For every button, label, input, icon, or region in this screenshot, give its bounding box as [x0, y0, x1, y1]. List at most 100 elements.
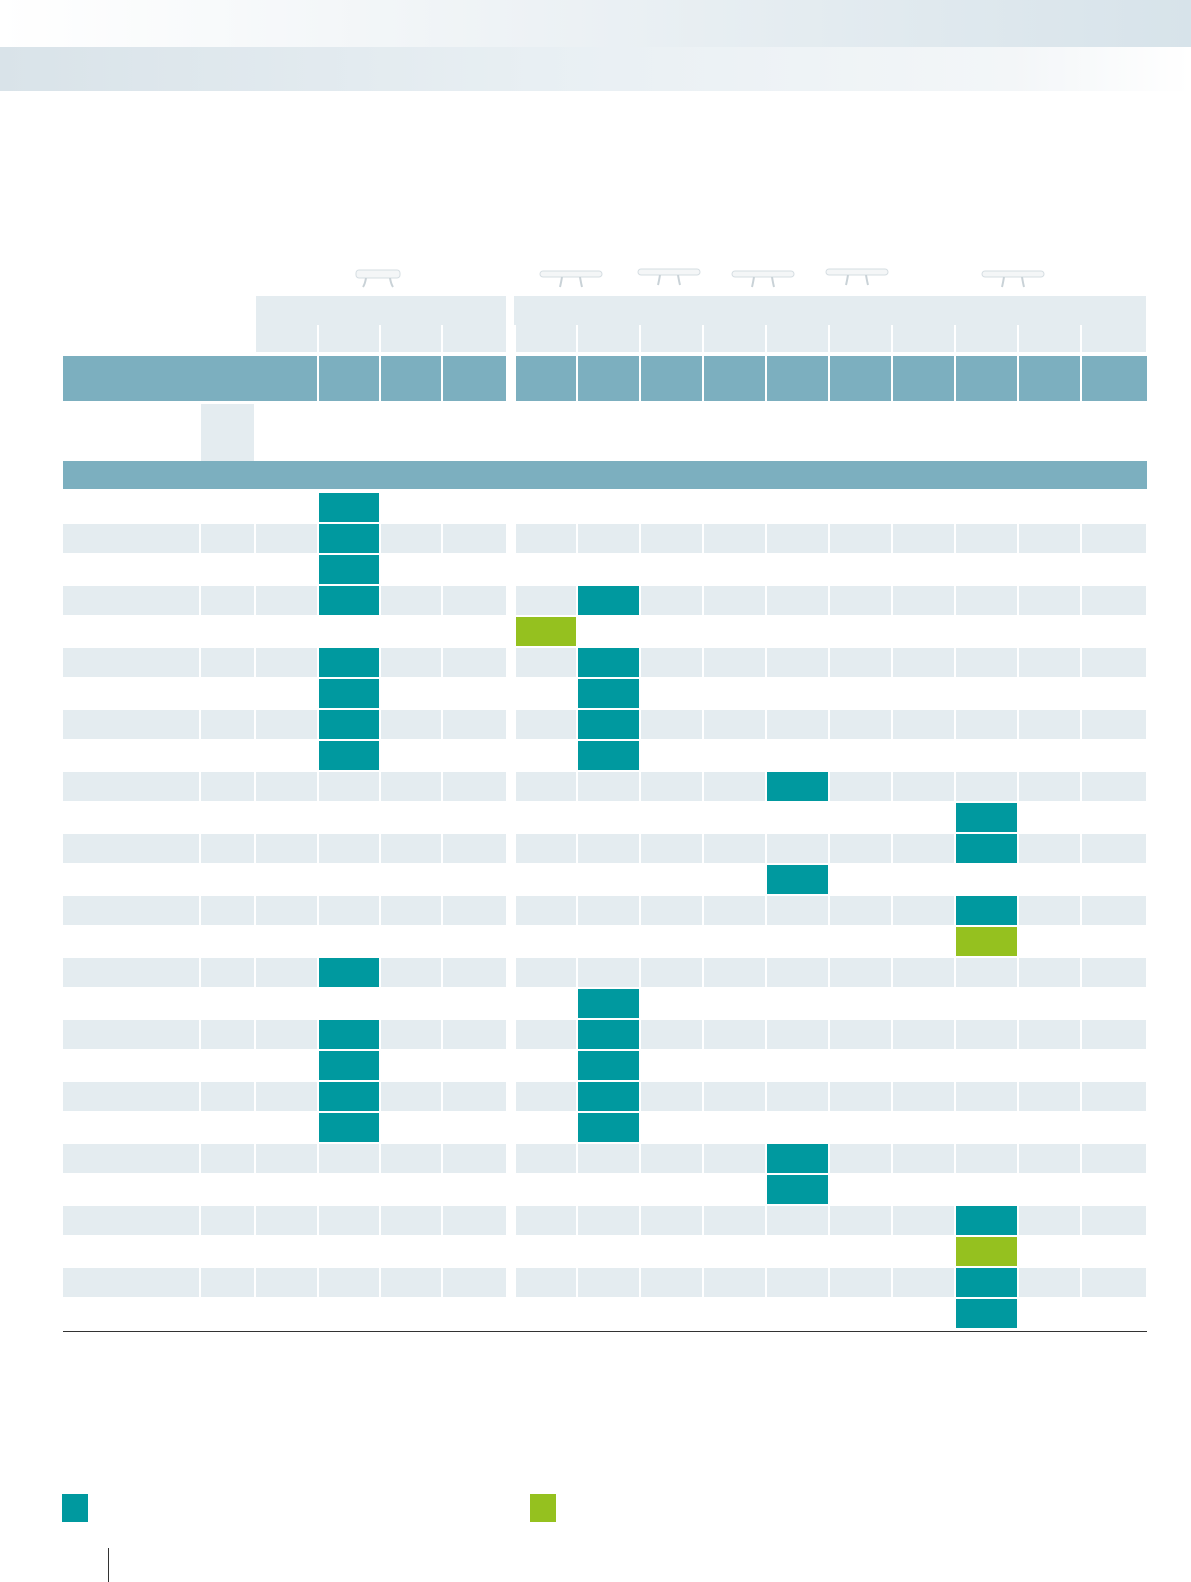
header-column-divider	[765, 325, 767, 352]
row-stripe-cell	[767, 958, 828, 987]
row-stripe-cell	[893, 1082, 954, 1111]
row-stripe-cell	[381, 586, 441, 615]
row-stripe-cell	[767, 896, 828, 925]
row-stripe-cell	[641, 1268, 702, 1297]
cell-mark	[578, 586, 639, 615]
row-stripe-cell	[830, 524, 891, 553]
row-stripe-cell	[1082, 1082, 1146, 1111]
cell-mark	[319, 555, 379, 584]
header-bar	[63, 356, 1147, 401]
row-stripe-cell	[578, 896, 639, 925]
row-stripe-cell	[767, 524, 828, 553]
header-column-divider	[514, 325, 516, 352]
row-stripe-cell	[641, 1206, 702, 1235]
row-stripe-cell	[704, 648, 765, 677]
row-stripe-cell	[319, 834, 379, 863]
header-bar-divider	[954, 356, 956, 401]
header-column-divider	[317, 325, 319, 352]
row-stripe-cell	[63, 586, 199, 615]
row-stripe-cell	[893, 586, 954, 615]
row-stripe-cell	[443, 772, 506, 801]
row-stripe-cell	[443, 648, 506, 677]
header-bar-divider	[891, 356, 893, 401]
cell-mark	[319, 958, 379, 987]
footer-rule	[108, 1548, 109, 1582]
cell-mark	[319, 1051, 379, 1080]
row-stripe-cell	[1019, 772, 1080, 801]
cell-mark	[578, 679, 639, 708]
row-stripe-cell	[319, 772, 379, 801]
row-stripe-cell	[1019, 1082, 1080, 1111]
row-stripe-cell	[704, 1020, 765, 1049]
row-stripe-cell	[641, 586, 702, 615]
header-column-divider	[702, 325, 704, 352]
row-stripe-cell	[201, 710, 254, 739]
row-stripe-cell	[63, 896, 199, 925]
row-stripe-cell	[256, 1206, 317, 1235]
teal-swatch-icon	[62, 1494, 88, 1522]
row-stripe-cell	[516, 958, 576, 987]
row-stripe-cell	[63, 1206, 199, 1235]
header-column-divider	[891, 325, 893, 352]
row-stripe-cell	[381, 710, 441, 739]
row-stripe-cell	[201, 958, 254, 987]
row-stripe-cell	[704, 772, 765, 801]
cell-mark	[578, 1051, 639, 1080]
row-stripe-cell	[893, 772, 954, 801]
row-stripe-cell	[256, 710, 317, 739]
row-stripe-cell	[63, 524, 199, 553]
row-stripe-cell	[1019, 648, 1080, 677]
row-stripe-cell	[381, 1082, 441, 1111]
green-swatch-icon	[530, 1494, 556, 1522]
header-column-divider	[828, 325, 830, 352]
row-stripe-cell	[830, 834, 891, 863]
row-stripe-cell	[256, 772, 317, 801]
row-stripe-cell	[63, 648, 199, 677]
row-stripe-cell	[63, 710, 199, 739]
header-bar-divider	[702, 356, 704, 401]
cell-mark	[319, 648, 379, 677]
row-stripe-cell	[1082, 586, 1146, 615]
group-header-right	[514, 296, 1146, 352]
row-stripe-cell	[201, 1082, 254, 1111]
row-stripe-cell	[704, 896, 765, 925]
row-stripe-cell	[641, 1082, 702, 1111]
row-stripe-cell	[443, 958, 506, 987]
row-stripe-cell	[1019, 1020, 1080, 1049]
header-bar-divider	[576, 356, 578, 401]
row-stripe-cell	[443, 1144, 506, 1173]
row-stripe-cell	[256, 524, 317, 553]
row-stripe-cell	[704, 1082, 765, 1111]
row-stripe-cell	[1082, 958, 1146, 987]
row-stripe-cell	[1082, 772, 1146, 801]
row-stripe-cell	[443, 1020, 506, 1049]
row-stripe-cell	[201, 1144, 254, 1173]
row-stripe-cell	[830, 586, 891, 615]
row-stripe-cell	[1019, 1206, 1080, 1235]
row-stripe-cell	[956, 958, 1017, 987]
row-stripe-cell	[516, 524, 576, 553]
row-stripe-cell	[1019, 1144, 1080, 1173]
row-stripe-cell	[63, 772, 199, 801]
row-stripe-cell	[443, 834, 506, 863]
row-stripe-cell	[1019, 958, 1080, 987]
row-stripe-cell	[443, 896, 506, 925]
row-stripe-cell	[443, 586, 506, 615]
product-4-icon	[731, 270, 795, 288]
row-stripe-cell	[1082, 1268, 1146, 1297]
row-stripe-cell	[256, 1082, 317, 1111]
row-stripe-cell	[704, 958, 765, 987]
header-column-divider	[379, 325, 381, 352]
cell-mark	[956, 1299, 1017, 1328]
row-stripe-cell	[1082, 1206, 1146, 1235]
row-stripe-cell	[1019, 896, 1080, 925]
cell-mark	[516, 617, 576, 646]
row-stripe-cell	[516, 1206, 576, 1235]
cell-mark	[319, 524, 379, 553]
header-column-divider	[954, 325, 956, 352]
header-column-divider	[576, 325, 578, 352]
row-stripe-cell	[63, 1268, 199, 1297]
header-column-divider	[1017, 325, 1019, 352]
row-stripe-cell	[1019, 1268, 1080, 1297]
cell-mark	[767, 1175, 828, 1204]
